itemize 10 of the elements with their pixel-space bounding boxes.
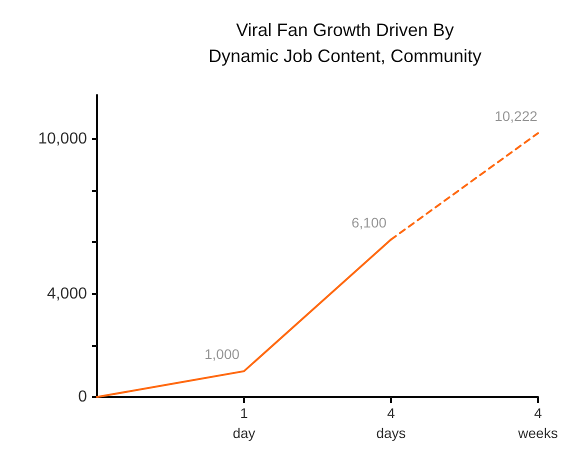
data-label: 6,100	[351, 214, 387, 231]
x-tick-label: 1 day	[232, 405, 256, 441]
y-tick-label: 10,000	[38, 130, 88, 148]
x-tick-label: 4 days	[376, 405, 406, 441]
x-tick-label: 4 weeks	[517, 405, 558, 441]
y-tick-label: 4,000	[46, 285, 88, 302]
data-label: 10,222	[494, 108, 538, 124]
y-tick-label: 0	[78, 388, 88, 406]
chart-title: Viral Fan Growth Driven By Dynamic Job Content, Community	[208, 20, 482, 66]
data-label: 1,000	[204, 346, 240, 362]
